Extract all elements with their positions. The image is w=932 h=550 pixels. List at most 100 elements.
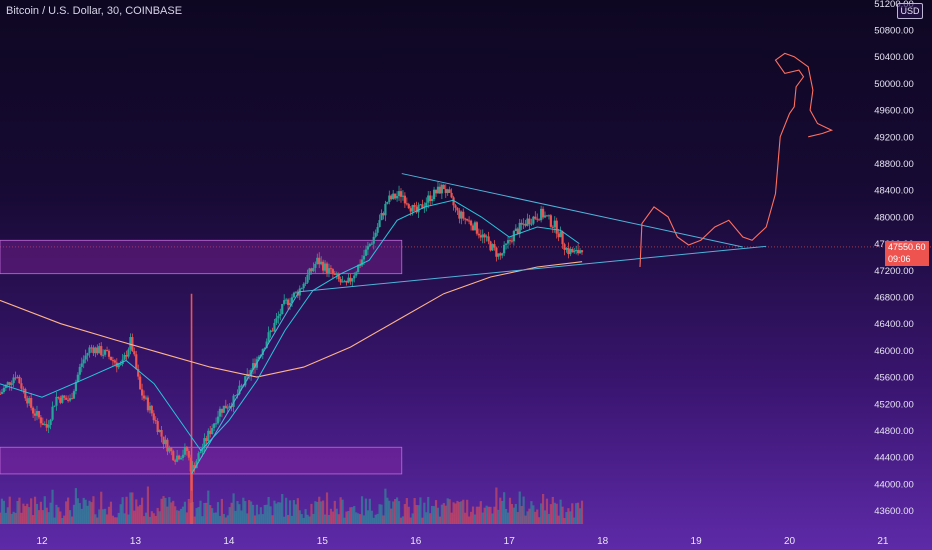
currency-button[interactable]: USD <box>897 3 923 19</box>
candle-body <box>113 360 116 363</box>
volume-bar <box>415 504 418 524</box>
volume-bar <box>0 512 2 524</box>
time-axis[interactable]: 12 13 14 15 16 17 18 19 20 21 <box>36 536 888 547</box>
candle-body <box>446 189 449 194</box>
candle-body <box>279 314 282 316</box>
volume-bar <box>442 503 445 524</box>
volume-bar <box>580 500 584 524</box>
candle-body <box>18 376 21 384</box>
volume-bar <box>142 516 146 524</box>
candle-body <box>475 222 479 234</box>
candle-body <box>415 206 418 213</box>
candle-body <box>485 236 488 238</box>
volume-bar <box>152 513 155 524</box>
candle-body <box>578 250 582 254</box>
volume-bar <box>380 504 383 524</box>
candle-body <box>174 460 177 462</box>
candle-body <box>506 240 510 244</box>
price-tick-label: 50000.00 <box>874 79 914 90</box>
volume-bar <box>131 492 134 524</box>
candle-body <box>374 232 377 237</box>
candle-body <box>269 330 272 333</box>
candle-body <box>530 223 533 225</box>
volume-bar <box>405 498 408 524</box>
candle-body <box>327 268 331 274</box>
volume-bar <box>427 496 430 524</box>
volume-bar <box>376 513 379 524</box>
volume-bar <box>522 496 525 524</box>
candle-body <box>399 191 403 197</box>
candle-body <box>320 261 323 265</box>
candle-body <box>140 389 144 396</box>
volume-bar <box>495 487 498 524</box>
candle-body <box>493 244 496 248</box>
volume-bar <box>269 506 272 524</box>
price-tick-label: 49200.00 <box>874 132 914 143</box>
candles <box>0 181 584 491</box>
volume-bar <box>382 515 385 524</box>
volume-bar <box>154 515 157 524</box>
volume-bar <box>0 498 4 524</box>
candle-body <box>452 197 455 206</box>
candle-body <box>70 398 74 400</box>
volume-bar <box>90 502 93 524</box>
volume-bar <box>559 499 562 524</box>
volume-bar <box>565 512 568 524</box>
candle-body <box>148 405 151 411</box>
volume-bar <box>190 462 194 524</box>
candle-body <box>294 291 297 293</box>
candle-body <box>481 234 484 238</box>
candle-body <box>349 277 352 282</box>
candle-body <box>6 382 9 385</box>
candle-body <box>65 397 68 400</box>
volume-bar <box>341 499 344 524</box>
volume-bar <box>76 498 79 524</box>
volume-bar <box>238 504 241 524</box>
volume-bar <box>510 503 514 524</box>
volume-bar <box>82 497 85 524</box>
volume-bar <box>543 510 547 524</box>
volume-bar <box>288 500 292 524</box>
volume-bar <box>360 496 364 524</box>
volume-bar <box>234 510 237 524</box>
candle-body <box>514 228 517 232</box>
candle-body <box>499 253 502 256</box>
volume-bar <box>98 509 101 524</box>
candle-body <box>468 220 471 222</box>
volume-bar <box>577 502 580 524</box>
volume-bar <box>286 515 290 524</box>
candle-body <box>577 249 580 254</box>
volume-bar <box>419 497 422 524</box>
volume-bar <box>534 511 537 524</box>
volume-bar <box>343 517 346 524</box>
candle-body <box>341 281 344 283</box>
candle-body <box>24 389 27 399</box>
candle-body <box>555 220 558 234</box>
price-axis[interactable]: 43600.00 44000.00 44400.00 44800.00 45200.00… <box>874 0 914 517</box>
candle-body <box>205 438 208 442</box>
volume-bar <box>571 503 574 524</box>
volume-bar <box>353 506 356 524</box>
volume-bar <box>80 508 83 524</box>
candle-body <box>10 383 13 386</box>
candle-body <box>271 330 274 332</box>
volume-bar <box>51 489 54 524</box>
volume-bar <box>195 508 198 524</box>
candle-body <box>133 351 136 355</box>
candle-body <box>39 417 42 424</box>
volume-bar <box>347 511 350 524</box>
volume-bar <box>183 501 187 524</box>
volume-bar <box>310 503 313 524</box>
volume-bar <box>265 504 268 524</box>
volume-bar <box>232 493 235 524</box>
candle-body <box>45 423 48 428</box>
trendlines <box>191 173 767 475</box>
volume-bar <box>185 512 188 524</box>
volume-bar <box>306 514 309 524</box>
volume-bar <box>53 517 56 524</box>
time-tick-label: 16 <box>410 536 422 547</box>
candle-body <box>325 263 329 274</box>
volume-bars <box>0 462 584 524</box>
volume-bar <box>12 511 15 524</box>
